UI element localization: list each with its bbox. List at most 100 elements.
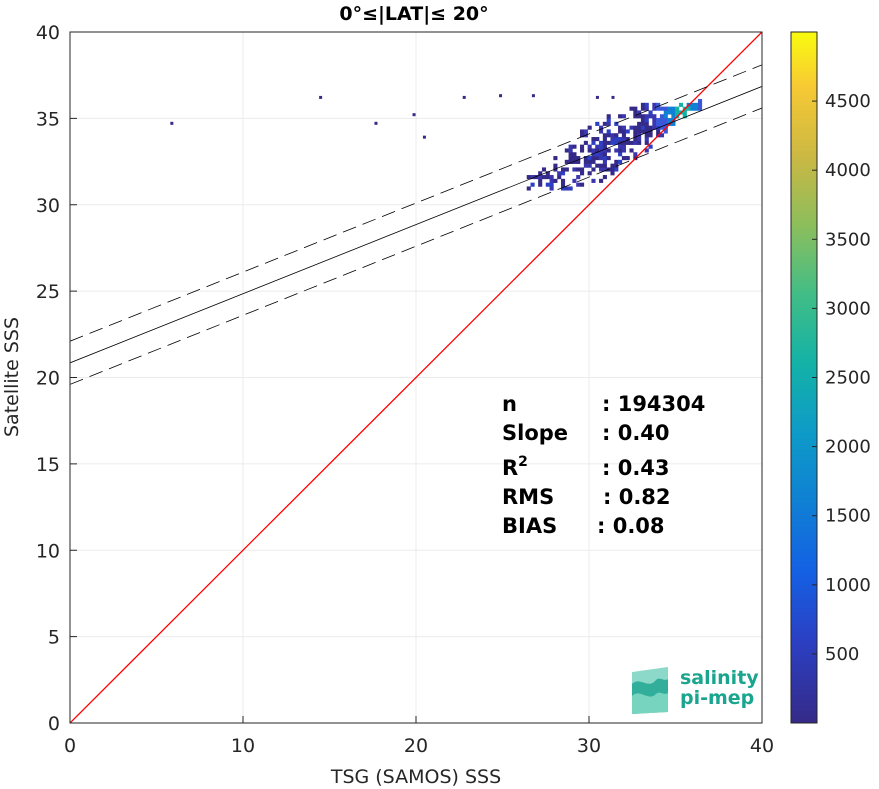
density-cell [637, 137, 642, 142]
density-cell [694, 102, 699, 107]
density-cell [602, 137, 607, 142]
density-cell [591, 178, 596, 183]
density-cell [659, 125, 665, 130]
y-tick-label: 10 [36, 540, 60, 562]
density-cell [576, 159, 581, 164]
density-cell [652, 121, 657, 126]
density-cell [545, 182, 550, 187]
density-cell [644, 125, 649, 130]
statistics-panel: n: 194304 Slope: 0.40 R2: 0.43 RMS: 0.82 BIA… [502, 392, 705, 538]
stat-value: : 0.40 [602, 421, 670, 445]
density-cell [625, 156, 630, 161]
y-tick-label: 35 [36, 108, 60, 130]
density-cell [656, 121, 661, 126]
density-cell [652, 114, 657, 119]
density-cell [667, 110, 672, 115]
density-cell [572, 167, 577, 172]
density-cell [564, 159, 569, 164]
regression-lower-line [70, 107, 762, 385]
density-cell [697, 102, 703, 107]
density-cell [625, 140, 630, 145]
outlier-cell [170, 121, 174, 125]
density-cell [538, 171, 543, 176]
density-cell [606, 129, 611, 134]
density-cell [587, 144, 592, 149]
density-cell [606, 133, 611, 138]
density-cell [621, 156, 626, 161]
density-cell [629, 125, 634, 130]
density-cell [697, 106, 703, 111]
density-cell [629, 148, 634, 153]
density-cell [568, 148, 573, 153]
colorbar-tick-label: 1000 [825, 575, 871, 596]
density-cell [663, 110, 668, 115]
density-cell [686, 106, 691, 111]
density-cell [587, 171, 592, 176]
density-cell [576, 167, 581, 172]
density-cell [560, 186, 566, 191]
density-cell [648, 129, 653, 134]
colorbar-tick-label: 3500 [825, 229, 871, 250]
density-cell [599, 156, 604, 161]
density-cell [671, 110, 676, 115]
density-cell [602, 167, 607, 172]
density-cell [663, 129, 668, 134]
outlier-cell [595, 95, 599, 99]
density-cell [652, 118, 657, 123]
density-cell [545, 175, 550, 180]
density-cell [644, 118, 649, 123]
density-cell [587, 163, 592, 168]
density-cell [614, 163, 619, 168]
colorbar-tick-label: 2500 [825, 368, 871, 389]
density-cell [580, 148, 585, 153]
density-cell [602, 133, 607, 138]
stat-label: BIAS [502, 514, 557, 538]
outlier-cell [422, 135, 426, 139]
density-cell [576, 156, 581, 161]
density-cell [644, 129, 649, 134]
density-cell [675, 110, 680, 115]
density-cell [618, 159, 623, 164]
stat-value: : 0.82 [603, 485, 671, 509]
density-cell [602, 140, 607, 145]
density-cell [560, 167, 566, 172]
density-cell [637, 121, 642, 126]
density-cell [614, 133, 619, 138]
density-cell [583, 140, 588, 145]
density-cell [652, 125, 657, 130]
density-cell [621, 144, 626, 149]
y-axis-label: Satellite SSS [1, 317, 23, 437]
density-cell [526, 186, 531, 191]
density-cell [694, 106, 699, 111]
density-cell [602, 156, 607, 161]
density-cell [583, 159, 588, 164]
density-cell [602, 175, 607, 180]
density-cell [644, 121, 649, 126]
identity-line [70, 32, 762, 723]
density-cell [606, 148, 611, 153]
density-cell [530, 182, 535, 187]
density-cell [602, 121, 607, 126]
stat-value: : 0.08 [597, 514, 665, 538]
density-cell [591, 152, 596, 157]
density-cell [659, 118, 665, 123]
density-cell [583, 156, 588, 161]
density-cell [538, 175, 543, 180]
density-cell [610, 163, 615, 168]
density-cell [633, 125, 638, 130]
density-cell [633, 137, 638, 142]
density-cell [557, 175, 562, 180]
density-cell [545, 171, 550, 176]
density-cell [618, 148, 623, 153]
density-cell [610, 137, 615, 142]
density-cell [640, 118, 646, 123]
density-cell [595, 121, 600, 126]
density-cell [610, 171, 615, 176]
density-cell [618, 152, 623, 157]
density-cell [583, 129, 588, 134]
outlier-cell [412, 113, 416, 117]
density-cell [591, 156, 596, 161]
logo-text-pi-mep: pi-mep [680, 687, 754, 709]
density-cell [697, 99, 703, 104]
